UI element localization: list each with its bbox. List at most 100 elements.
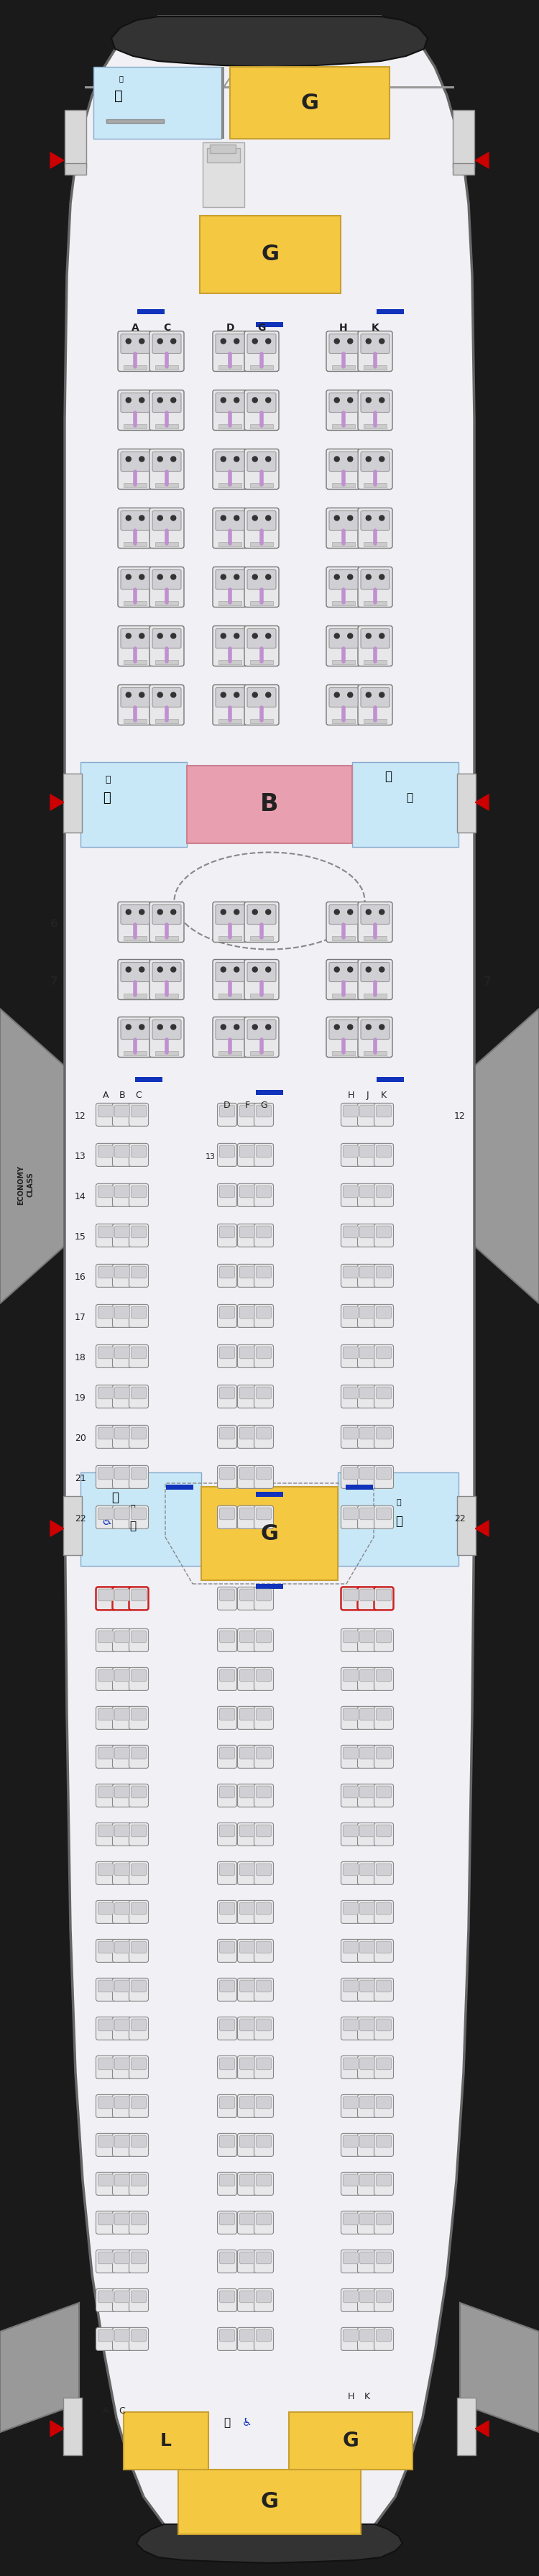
Circle shape [348, 515, 353, 520]
FancyBboxPatch shape [115, 1631, 130, 1643]
Bar [137, 309, 164, 314]
FancyBboxPatch shape [149, 507, 184, 549]
FancyBboxPatch shape [118, 958, 153, 999]
FancyBboxPatch shape [238, 2094, 257, 2117]
FancyBboxPatch shape [329, 1020, 358, 1038]
Circle shape [139, 693, 144, 698]
Circle shape [126, 515, 131, 520]
FancyBboxPatch shape [213, 448, 247, 489]
FancyBboxPatch shape [129, 1265, 148, 1288]
FancyBboxPatch shape [96, 1507, 115, 1528]
Bar [256, 1584, 283, 1589]
FancyBboxPatch shape [217, 1628, 237, 1651]
Text: K: K [371, 322, 379, 332]
FancyBboxPatch shape [96, 1425, 115, 1448]
Text: G: G [301, 93, 319, 113]
FancyBboxPatch shape [376, 1306, 391, 1319]
FancyBboxPatch shape [374, 1507, 393, 1528]
Circle shape [266, 1025, 271, 1030]
FancyBboxPatch shape [121, 394, 149, 412]
FancyBboxPatch shape [129, 2210, 148, 2233]
FancyBboxPatch shape [129, 1466, 148, 1489]
Circle shape [157, 634, 163, 639]
FancyBboxPatch shape [153, 451, 181, 471]
FancyBboxPatch shape [341, 1303, 361, 1327]
FancyBboxPatch shape [131, 1981, 146, 1991]
FancyBboxPatch shape [115, 1386, 130, 1399]
Bar [332, 600, 355, 605]
Polygon shape [475, 152, 489, 167]
FancyBboxPatch shape [219, 1589, 234, 1600]
FancyBboxPatch shape [98, 2251, 113, 2264]
FancyBboxPatch shape [96, 1940, 115, 1963]
Circle shape [334, 634, 340, 639]
FancyBboxPatch shape [341, 1103, 361, 1126]
Bar [256, 322, 283, 327]
FancyBboxPatch shape [98, 1904, 113, 1914]
FancyBboxPatch shape [115, 2058, 130, 2069]
FancyBboxPatch shape [341, 1978, 361, 2002]
FancyBboxPatch shape [254, 1940, 273, 1963]
Bar [453, 162, 474, 175]
FancyBboxPatch shape [113, 1862, 132, 1886]
FancyBboxPatch shape [129, 1386, 148, 1409]
FancyBboxPatch shape [217, 1103, 237, 1126]
FancyBboxPatch shape [343, 1386, 358, 1399]
FancyBboxPatch shape [238, 1144, 257, 1167]
FancyBboxPatch shape [153, 963, 181, 981]
FancyBboxPatch shape [360, 1347, 375, 1358]
FancyBboxPatch shape [256, 1669, 271, 1682]
FancyBboxPatch shape [256, 1708, 271, 1721]
FancyBboxPatch shape [217, 1785, 237, 1806]
Circle shape [334, 1025, 340, 1030]
FancyBboxPatch shape [98, 1942, 113, 1953]
Text: 13: 13 [75, 1151, 86, 1162]
FancyBboxPatch shape [374, 2287, 393, 2311]
Bar [123, 719, 147, 724]
FancyBboxPatch shape [113, 1901, 132, 1924]
Circle shape [334, 337, 340, 343]
FancyBboxPatch shape [256, 1981, 271, 1991]
FancyBboxPatch shape [219, 1669, 234, 1682]
FancyBboxPatch shape [343, 1226, 358, 1239]
FancyBboxPatch shape [115, 1862, 130, 1875]
FancyBboxPatch shape [256, 2213, 271, 2226]
FancyBboxPatch shape [254, 2249, 273, 2272]
Text: 🚽: 🚽 [114, 88, 123, 103]
Circle shape [366, 909, 371, 914]
FancyBboxPatch shape [96, 1185, 115, 1206]
Polygon shape [65, 15, 474, 2553]
Text: 17: 17 [75, 1314, 86, 1321]
Bar [364, 659, 386, 665]
Bar [200, 216, 341, 294]
FancyBboxPatch shape [341, 1466, 361, 1489]
Circle shape [171, 337, 176, 343]
FancyBboxPatch shape [131, 1669, 146, 1682]
FancyBboxPatch shape [238, 1705, 257, 1728]
Circle shape [379, 693, 384, 698]
Bar [106, 118, 164, 124]
FancyBboxPatch shape [113, 2287, 132, 2311]
FancyBboxPatch shape [374, 1265, 393, 1288]
FancyBboxPatch shape [343, 1146, 358, 1157]
Circle shape [126, 574, 131, 580]
FancyBboxPatch shape [256, 1427, 271, 1440]
FancyBboxPatch shape [360, 2136, 375, 2148]
FancyBboxPatch shape [131, 1427, 146, 1440]
Circle shape [252, 693, 258, 698]
FancyBboxPatch shape [361, 569, 390, 590]
FancyBboxPatch shape [115, 1747, 130, 1759]
FancyBboxPatch shape [96, 2210, 115, 2233]
FancyBboxPatch shape [360, 1146, 375, 1157]
FancyBboxPatch shape [376, 2329, 391, 2342]
FancyBboxPatch shape [115, 1226, 130, 1239]
Circle shape [348, 337, 353, 343]
FancyBboxPatch shape [254, 1824, 273, 1847]
FancyBboxPatch shape [376, 1507, 391, 1520]
FancyBboxPatch shape [219, 1824, 234, 1837]
FancyBboxPatch shape [374, 1824, 393, 1847]
FancyBboxPatch shape [149, 685, 184, 724]
Circle shape [379, 909, 384, 914]
Text: 21: 21 [75, 1473, 86, 1484]
FancyBboxPatch shape [360, 1226, 375, 1239]
